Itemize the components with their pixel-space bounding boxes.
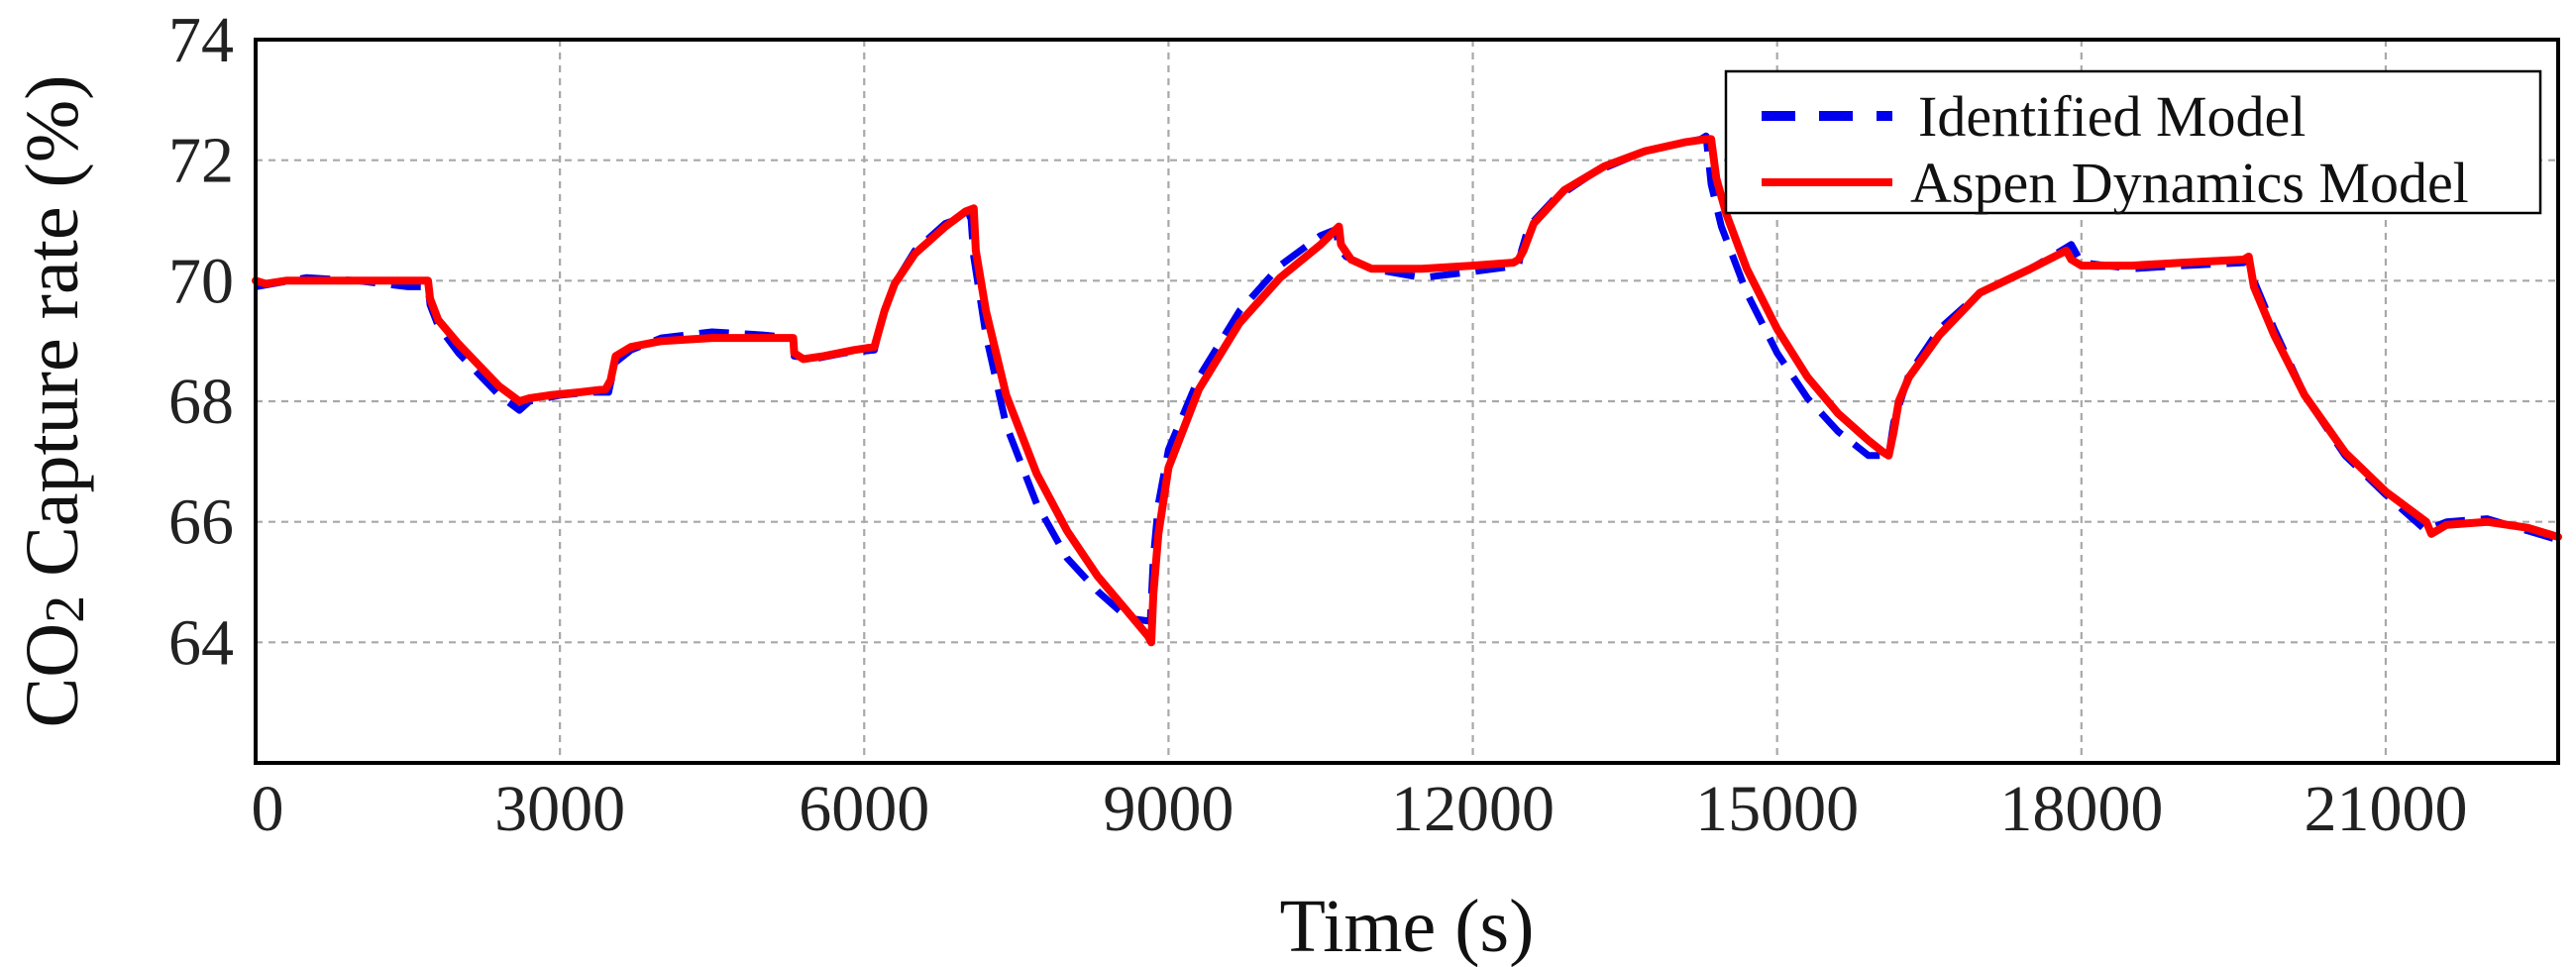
y-tick-label: 70: [168, 245, 234, 317]
x-tick-label: 18000: [1999, 773, 2163, 845]
y-axis-title-subscript: 2: [35, 595, 96, 623]
legend-box: [1724, 69, 2542, 215]
x-tick-label: 21000: [2304, 773, 2467, 845]
y-tick-label: 66: [168, 486, 234, 559]
y-axis-title-part-3: Capture rate (%): [11, 75, 94, 595]
x-tick-label: 6000: [799, 773, 929, 845]
y-axis-title-part-1: CO: [11, 623, 94, 728]
y-tick-label: 72: [168, 125, 234, 197]
legend-label-aspen-dynamics-model: Aspen Dynamics Model: [1910, 151, 2469, 215]
x-axis-title: Time (s): [1280, 885, 1535, 967]
legend: Identified Model Aspen Dynamics Model: [1724, 69, 2542, 215]
y-axis-title: CO2 Capture rate (%): [11, 75, 96, 728]
y-tick-label: 68: [168, 366, 234, 438]
series-aspen-dynamics-model-line: [252, 135, 2562, 647]
y-tick-label: 64: [168, 606, 234, 679]
grid-lines: [256, 40, 2558, 763]
plot-frame: [254, 38, 2560, 765]
legend-label-identified-model: Identified Model: [1918, 84, 2306, 149]
x-tick-label: 3000: [494, 773, 625, 845]
y-tick-label: 74: [168, 4, 234, 76]
x-tick-label: 0: [252, 773, 284, 845]
x-tick-label: 12000: [1391, 773, 1555, 845]
tick-labels: 0 3000 6000 9000 12000 15000 18000 21000 64 66 68 7…: [168, 4, 2467, 845]
x-tick-label: 9000: [1103, 773, 1234, 845]
series-lines: [252, 132, 2562, 647]
x-tick-label: 15000: [1695, 773, 1859, 845]
